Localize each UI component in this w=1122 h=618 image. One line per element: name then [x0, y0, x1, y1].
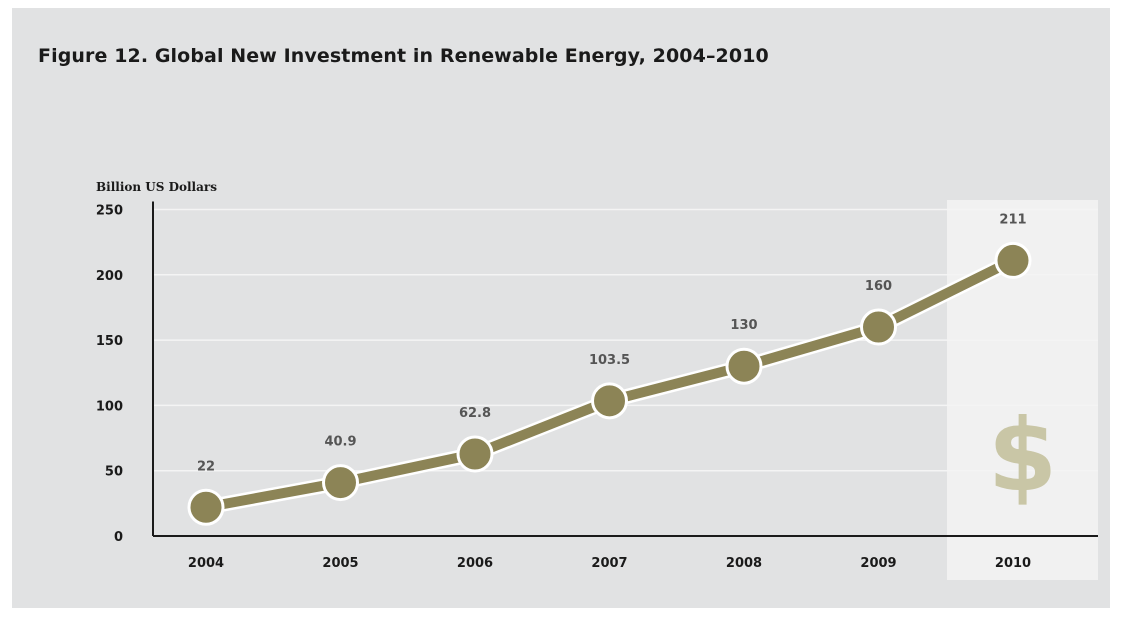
y-tick-label: 0 — [114, 530, 123, 545]
chart-title: Figure 12. Global New Investment in Rene… — [38, 45, 769, 67]
y-tick-label: 250 — [96, 204, 123, 219]
x-tick-label: 2004 — [188, 556, 224, 571]
data-label: 130 — [730, 318, 757, 333]
data-point — [994, 241, 1032, 279]
data-point — [591, 382, 628, 420]
data-label: 160 — [865, 279, 892, 294]
x-tick-label: 2009 — [860, 556, 896, 571]
y-tick-label: 200 — [96, 269, 123, 284]
x-tick-label: 2010 — [995, 556, 1031, 571]
data-label: 103.5 — [589, 353, 630, 368]
data-point — [860, 308, 897, 346]
data-point — [187, 488, 225, 526]
y-tick-label: 150 — [96, 334, 123, 349]
data-label: 62.8 — [459, 406, 491, 421]
dollar-icon: $ — [988, 397, 1058, 514]
y-tick-label: 100 — [96, 399, 123, 414]
data-label: 22 — [197, 459, 215, 474]
x-tick-label: 2007 — [591, 556, 627, 571]
data-label: 40.9 — [324, 435, 356, 450]
y-tick-label: 50 — [105, 465, 123, 480]
data-point — [322, 464, 359, 502]
y-axis-label: Billion US Dollars — [96, 180, 217, 194]
data-label: 211 — [999, 212, 1026, 227]
x-tick-label: 2008 — [726, 556, 762, 571]
x-tick-label: 2005 — [322, 556, 358, 571]
x-tick-label: 2006 — [457, 556, 493, 571]
data-point — [725, 347, 763, 385]
data-point — [456, 435, 494, 473]
